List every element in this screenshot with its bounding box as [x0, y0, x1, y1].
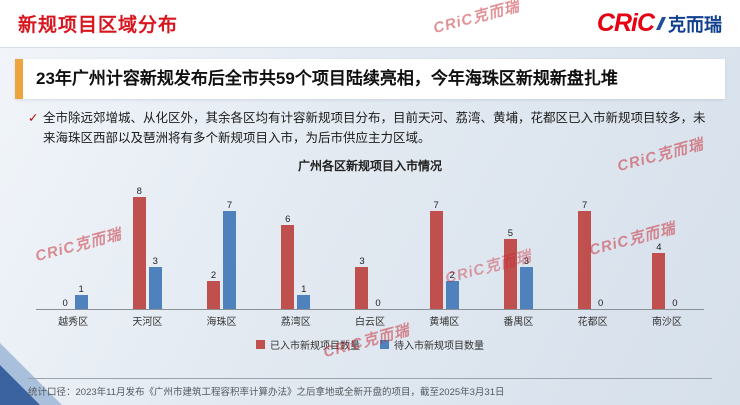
page-title: 新规项目区域分布 — [18, 15, 179, 36]
bar-value-label: 0 — [375, 297, 381, 309]
slide-body: 23年广州计容新规发布后全市共59个项目陆续亮相，今年海珠区新规新盘扎堆 ✓ 全… — [0, 48, 740, 405]
bar-value-label: 1 — [78, 283, 84, 295]
headline-text: 23年广州计容新规发布后全市共59个项目陆续亮相，今年海珠区新规新盘扎堆 — [36, 69, 618, 88]
bar — [207, 280, 221, 309]
legend-swatch — [380, 339, 389, 349]
bar-column: 0 — [667, 298, 683, 309]
bar-column: 5 — [502, 228, 518, 309]
bar-value-label: 0 — [597, 297, 604, 309]
bar-value-label: 0 — [672, 297, 678, 309]
bullet-text: 全市除远郊增城、从化区外，其余各区均有计容新规项目分布，目前天河、荔湾、黄埔，花… — [43, 110, 706, 146]
bar — [297, 294, 311, 309]
logo-accent-icon — [655, 17, 667, 30]
bar-value-label: 1 — [301, 283, 307, 295]
bar-column: 7 — [222, 200, 238, 309]
bar-value-label: 3 — [523, 255, 530, 267]
header: 新规项目区域分布 CRiC 克而瑞 — [0, 0, 740, 48]
bar-value-label: 7 — [226, 199, 233, 211]
cric-logo: CRiC 克而瑞 — [597, 9, 722, 38]
bar-value-label: 5 — [507, 227, 514, 239]
bar — [429, 210, 443, 309]
bar-column: 7 — [428, 200, 444, 309]
bar-value-label: 7 — [581, 199, 588, 211]
bar-column: 6 — [280, 214, 296, 309]
headline-box: 23年广州计容新规发布后全市共59个项目陆续亮相，今年海珠区新规新盘扎堆 — [15, 59, 725, 99]
bar-column: 3 — [147, 256, 163, 309]
bar — [281, 224, 295, 309]
bar-column: 0 — [370, 298, 386, 309]
cric-logo-text: CRiC — [596, 9, 655, 37]
x-axis-label: 白云区 — [354, 316, 385, 328]
bar-column: 3 — [518, 256, 534, 309]
footer: 统计口径：2023年11月发布《广州市建筑工程容积率计算办法》之后拿地或全新开盘… — [28, 378, 712, 398]
bar — [519, 266, 533, 309]
bar-value-label: 3 — [152, 255, 158, 267]
bar-value-label: 6 — [285, 213, 291, 225]
legend-swatch — [256, 339, 265, 349]
legend-label: 已入市新规项目数量 — [270, 340, 360, 352]
x-axis-label: 海珠区 — [206, 316, 237, 328]
legend-item: 待入市新规项目数量 — [380, 337, 484, 352]
bar-value-label: 2 — [449, 269, 455, 281]
footer-note: 统计口径：2023年11月发布《广州市建筑工程容积率计算办法》之后拿地或全新开盘… — [28, 387, 505, 398]
bar — [578, 210, 592, 309]
bar-value-label: 7 — [433, 199, 439, 211]
bar — [503, 238, 517, 309]
bar-column: 0 — [57, 298, 73, 309]
bar-value-label: 2 — [210, 269, 217, 281]
x-axis-label: 天河区 — [132, 316, 163, 328]
bar-column: 1 — [73, 284, 89, 309]
legend-label: 待入市新规项目数量 — [394, 340, 484, 352]
legend-item: 已入市新规项目数量 — [256, 337, 360, 352]
bar — [148, 266, 162, 309]
x-axis-label: 南沙区 — [651, 316, 682, 328]
cric-logo-chinese: 克而瑞 — [668, 15, 722, 35]
bar-column: 4 — [651, 242, 667, 309]
bar-column: 0 — [593, 298, 609, 309]
bar-column: 1 — [296, 284, 312, 309]
bar-column: 2 — [206, 270, 222, 309]
chart-title: 广州各区新规项目入市情况 — [297, 158, 442, 173]
bullet-point: ✓ 全市除远郊增城、从化区外，其余各区均有计容新规项目分布，目前天河、荔湾、黄埔… — [28, 108, 714, 149]
x-axis-label: 荔湾区 — [280, 316, 311, 328]
x-axis-label: 黄埔区 — [429, 316, 460, 328]
x-axis-label: 越秀区 — [58, 316, 89, 328]
bar — [652, 252, 666, 309]
bar-value-label: 0 — [62, 297, 68, 309]
bar — [445, 280, 459, 309]
chart-xlabels: 越秀区 天河区 海珠区 荔湾区 白云区 黄埔区 番禺区 花都区 南沙区 — [36, 313, 704, 328]
bar — [223, 210, 237, 309]
x-axis-label: 番禺区 — [503, 316, 534, 328]
bar-column: 8 — [131, 186, 147, 309]
bar-column: 3 — [354, 256, 370, 309]
bar-column: 2 — [444, 270, 460, 309]
checkmark-icon: ✓ — [28, 110, 39, 125]
bar-value-label: 4 — [656, 241, 662, 253]
bar — [355, 266, 369, 309]
bar — [74, 294, 88, 309]
bar-value-label: 8 — [136, 185, 142, 197]
bar-column: 7 — [577, 200, 593, 309]
corner-decoration-dark — [0, 365, 40, 405]
bar-value-label: 3 — [359, 255, 365, 267]
bar — [132, 196, 146, 309]
chart-legend: 已入市新规项目数量 待入市新规项目数量 — [0, 337, 740, 352]
x-axis-label: 花都区 — [577, 316, 608, 328]
